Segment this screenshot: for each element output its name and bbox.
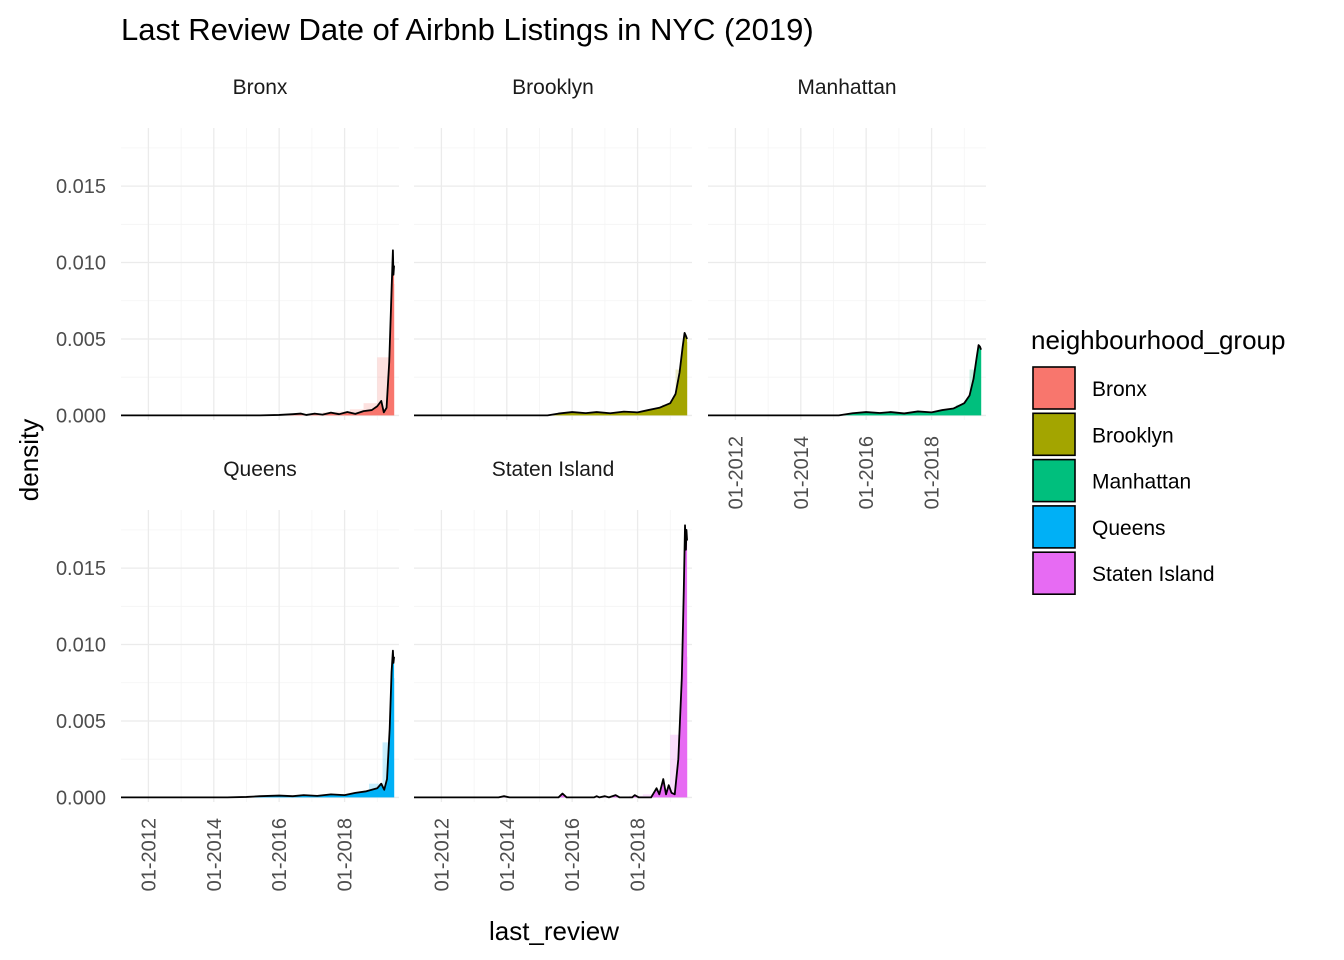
y-axis-label: density — [14, 419, 44, 501]
density-area — [121, 650, 395, 798]
facet-strip-label: Staten Island — [492, 458, 615, 481]
legend-key-queens — [1032, 505, 1076, 549]
facet-panel-staten-island: Staten Island 01-2012 01-2014 01-2016 01-201… — [414, 458, 692, 891]
histogram-bar — [642, 794, 657, 798]
legend-label: Manhattan — [1092, 471, 1191, 494]
density-line — [414, 331, 688, 417]
y-tick-label: 0.010 — [56, 253, 106, 275]
x-tick-label: 01-2012 — [431, 818, 453, 891]
legend: neighbourhood_group Bronx Brooklyn Manhatt… — [1031, 325, 1285, 596]
y-tick-label: 0.015 — [56, 558, 106, 580]
legend-key-manhattan — [1032, 458, 1076, 503]
density-area — [121, 250, 395, 416]
facet-panel-queens: Queens 0.000 0.005 0.010 0.015 01-2012 01-2014… — [56, 458, 399, 891]
x-tick-label: 01-2018 — [628, 818, 650, 891]
x-tick-label: 01-2016 — [562, 818, 584, 891]
facet-strip-label: Manhattan — [797, 76, 896, 99]
x-tick-label: 01-2012 — [725, 436, 747, 509]
density-line — [121, 649, 395, 799]
y-tick-label: 0.005 — [56, 711, 106, 733]
legend-key-brooklyn — [1032, 412, 1076, 457]
y-tick-label: 0.000 — [56, 405, 106, 427]
legend-label: Bronx — [1092, 378, 1147, 401]
density-area — [708, 345, 982, 416]
y-tick-label: 0.010 — [56, 635, 106, 657]
x-tick-label: 01-2018 — [335, 818, 357, 891]
facet-panels: Bronx 0.000 0.005 0.010 0.015 Brooklyn Manhatt… — [56, 76, 986, 891]
legend-label: Queens — [1092, 517, 1166, 540]
density-area — [414, 525, 688, 798]
density-line — [708, 344, 982, 417]
density-line — [414, 524, 688, 799]
facet-strip-label: Bronx — [233, 76, 288, 99]
legend-label: Brooklyn — [1092, 424, 1174, 447]
facet-strip-label: Brooklyn — [512, 76, 594, 99]
facet-panel-bronx: Bronx 0.000 0.005 0.010 0.015 — [56, 76, 399, 427]
y-tick-label: 0.015 — [56, 176, 106, 198]
y-tick-label: 0.000 — [56, 787, 106, 809]
x-tick-label: 01-2016 — [856, 436, 878, 509]
x-tick-label: 01-2014 — [497, 818, 519, 891]
x-tick-label: 01-2016 — [269, 818, 291, 891]
legend-key-staten-island — [1032, 551, 1076, 596]
x-tick-label: 01-2014 — [791, 436, 813, 509]
legend-label: Staten Island — [1092, 563, 1215, 586]
x-axis-label: last_review — [489, 916, 619, 946]
facet-panel-brooklyn: Brooklyn — [414, 76, 692, 420]
facet-panel-manhattan: Manhattan 01-2012 01-2014 01-2016 01-2018 — [708, 76, 986, 509]
legend-key-bronx — [1032, 366, 1076, 410]
x-tick-label: 01-2014 — [204, 818, 226, 891]
facet-strip-label: Queens — [223, 458, 297, 481]
histogram-bar — [349, 409, 364, 416]
x-tick-label: 01-2018 — [922, 436, 944, 509]
chart-title: Last Review Date of Airbnb Listings in N… — [121, 12, 814, 47]
legend-title: neighbourhood_group — [1031, 325, 1285, 355]
x-tick-label: 01-2012 — [138, 818, 160, 891]
density-line — [121, 249, 395, 417]
density-area — [414, 332, 688, 416]
y-tick-label: 0.005 — [56, 329, 106, 351]
